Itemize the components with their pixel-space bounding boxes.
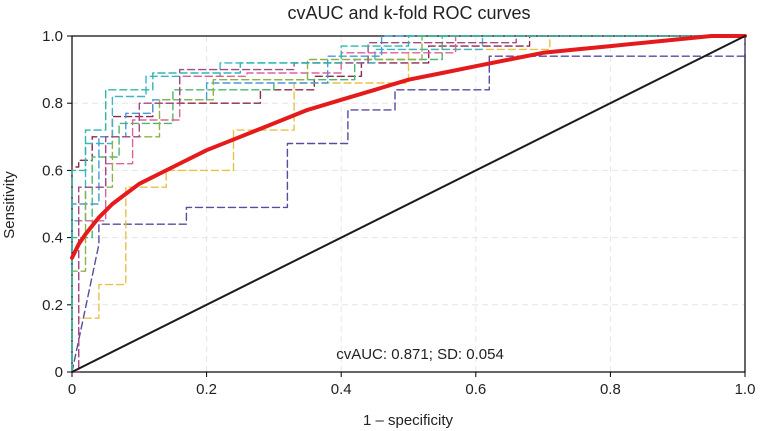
series-cvauc-average bbox=[70, 34, 747, 260]
x-tick-label: 0 bbox=[68, 381, 76, 398]
y-tick-label: 0.8 bbox=[42, 95, 63, 112]
series-fold-2 bbox=[71, 35, 746, 373]
series-group bbox=[70, 34, 747, 373]
series-fold-10 bbox=[71, 35, 746, 373]
y-axis: 0 0.2 0.4 0.6 0.8 1.0 bbox=[42, 28, 72, 381]
x-axis: 0 0.2 0.4 0.6 0.8 1.0 bbox=[68, 372, 756, 398]
y-tick-label: 1.0 bbox=[42, 28, 63, 45]
x-tick-label: 0.6 bbox=[465, 381, 486, 398]
chart-title: cvAUC and k-fold ROC curves bbox=[287, 3, 530, 23]
y-tick-label: 0.2 bbox=[42, 297, 63, 314]
x-axis-label: 1 – specificity bbox=[363, 412, 454, 429]
y-tick-label: 0.6 bbox=[42, 162, 63, 179]
cvauc-annotation: cvAUC: 0.871; SD: 0.054 bbox=[336, 346, 504, 363]
series-fold-7 bbox=[71, 35, 746, 373]
y-tick-label: 0.4 bbox=[42, 230, 63, 247]
y-axis-label: Sensitivity bbox=[1, 171, 18, 239]
x-tick-label: 0.4 bbox=[331, 381, 352, 398]
x-tick-label: 1.0 bbox=[735, 381, 756, 398]
x-tick-label: 0.8 bbox=[600, 381, 621, 398]
series-fold-9 bbox=[71, 35, 746, 373]
series-chance-diagonal bbox=[71, 35, 746, 373]
series-fold-1 bbox=[71, 35, 746, 373]
y-tick-label: 0 bbox=[55, 364, 63, 381]
x-tick-label: 0.2 bbox=[196, 381, 217, 398]
